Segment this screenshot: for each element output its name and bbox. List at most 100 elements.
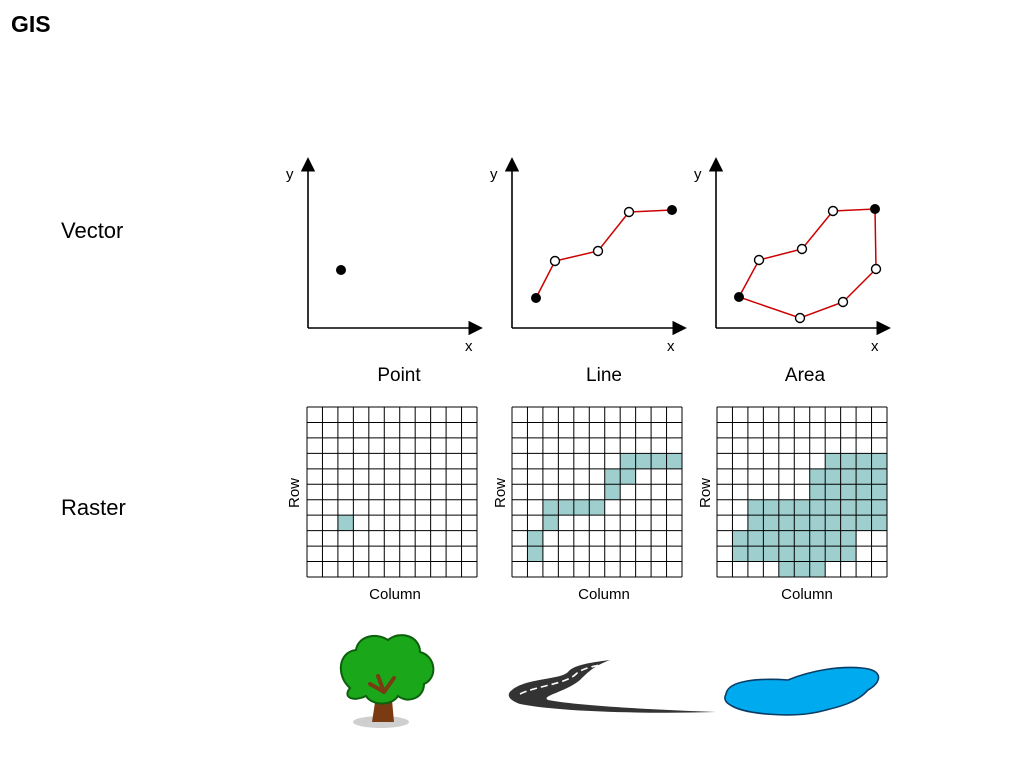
area-vertex <box>870 263 882 275</box>
raster-row-label: Raster <box>61 495 126 520</box>
column-axis-label: Column <box>578 586 630 603</box>
area-vertex <box>796 243 808 255</box>
raster-filled-cell <box>527 546 543 562</box>
raster-filled-cell <box>763 499 779 516</box>
raster-filled-cell <box>337 515 354 531</box>
raster-filled-cell <box>871 453 887 469</box>
tree-icon <box>340 634 435 728</box>
raster-filled-cell <box>856 515 872 531</box>
raster-filled-cell <box>825 499 841 516</box>
raster-filled-cell <box>620 468 636 485</box>
raster-filled-cell <box>840 499 857 516</box>
raster-point-grid <box>306 406 478 578</box>
lake-icon <box>724 666 880 716</box>
raster-filled-cell <box>825 515 841 531</box>
raster-filled-cell <box>778 499 795 516</box>
y-axis-label: y <box>286 166 294 183</box>
raster-filled-cell <box>794 515 810 531</box>
x-axis-label: x <box>465 338 473 355</box>
raster-filled-cell <box>809 561 826 577</box>
area-node <box>870 204 880 214</box>
raster-filled-cell <box>763 515 779 531</box>
point-caption: Point <box>377 365 421 386</box>
raster-filled-cell <box>778 561 795 577</box>
raster-filled-cell <box>825 453 841 469</box>
raster-filled-cell <box>778 530 795 547</box>
point-feature <box>336 265 346 275</box>
area-vertex <box>753 254 765 266</box>
raster-filled-cell <box>840 546 857 562</box>
raster-filled-cell <box>794 561 810 577</box>
raster-filled-cell <box>809 515 826 531</box>
raster-filled-cell <box>871 515 887 531</box>
raster-filled-cell <box>809 546 826 562</box>
raster-filled-cell <box>856 499 872 516</box>
row-axis-label: Row <box>697 478 714 508</box>
raster-filled-cell <box>747 515 764 531</box>
area-caption: Area <box>784 365 826 386</box>
raster-filled-cell <box>747 530 764 547</box>
raster-filled-cell <box>794 530 810 547</box>
line-caption: Line <box>586 365 622 386</box>
column-axis-label: Column <box>781 586 833 603</box>
raster-filled-cell <box>542 515 559 531</box>
line-feature <box>535 209 673 299</box>
raster-filled-cell <box>620 453 636 469</box>
raster-filled-cell <box>747 546 764 562</box>
raster-filled-cell <box>825 530 841 547</box>
raster-filled-cell <box>558 499 574 516</box>
raster-filled-cell <box>840 468 857 485</box>
x-axis-label: x <box>667 338 675 355</box>
raster-filled-cell <box>840 453 857 469</box>
raster-filled-cell <box>527 530 543 547</box>
raster-filled-cell <box>732 530 748 547</box>
page-title: GIS <box>11 11 51 37</box>
raster-filled-cell <box>809 530 826 547</box>
line-vertex <box>623 206 635 218</box>
vector-point-panel: y x <box>286 157 483 355</box>
raster-filled-cell <box>589 499 605 516</box>
raster-filled-cell <box>856 468 872 485</box>
raster-filled-cell <box>856 484 872 500</box>
raster-filled-cell <box>604 468 621 485</box>
line-vertex <box>549 255 561 267</box>
row-axis-label: Row <box>492 478 509 508</box>
raster-filled-cell <box>573 499 590 516</box>
raster-filled-cell <box>840 530 857 547</box>
raster-filled-cell <box>871 468 887 485</box>
raster-filled-cell <box>732 546 748 562</box>
raster-filled-cell <box>809 484 826 500</box>
road-icon <box>508 660 716 713</box>
raster-area-grid <box>716 406 888 578</box>
raster-filled-cell <box>856 453 872 469</box>
raster-filled-cell <box>747 499 764 516</box>
raster-filled-cell <box>825 546 841 562</box>
raster-filled-cell <box>763 546 779 562</box>
raster-filled-cell <box>651 453 667 469</box>
y-axis-label: y <box>490 166 498 183</box>
line-vertex <box>592 245 604 257</box>
raster-line-grid <box>511 406 683 578</box>
line-node-end <box>667 205 677 215</box>
raster-filled-cell <box>840 515 857 531</box>
area-vertex <box>794 312 806 324</box>
raster-filled-cell <box>825 484 841 500</box>
y-axis-label: y <box>694 166 702 183</box>
row-axis-label: Row <box>286 478 303 508</box>
raster-filled-cell <box>794 546 810 562</box>
raster-filled-cell <box>666 453 682 469</box>
raster-filled-cell <box>778 515 795 531</box>
line-node-start <box>531 293 541 303</box>
vector-area-panel: y x <box>694 157 891 355</box>
raster-filled-cell <box>635 453 652 469</box>
area-vertex <box>827 205 839 217</box>
raster-filled-cell <box>604 484 621 500</box>
column-axis-label: Column <box>369 586 421 603</box>
raster-filled-cell <box>840 484 857 500</box>
area-vertex <box>837 296 849 308</box>
raster-filled-cell <box>825 468 841 485</box>
raster-filled-cell <box>871 484 887 500</box>
raster-filled-cell <box>794 499 810 516</box>
vector-row-label: Vector <box>61 218 124 243</box>
